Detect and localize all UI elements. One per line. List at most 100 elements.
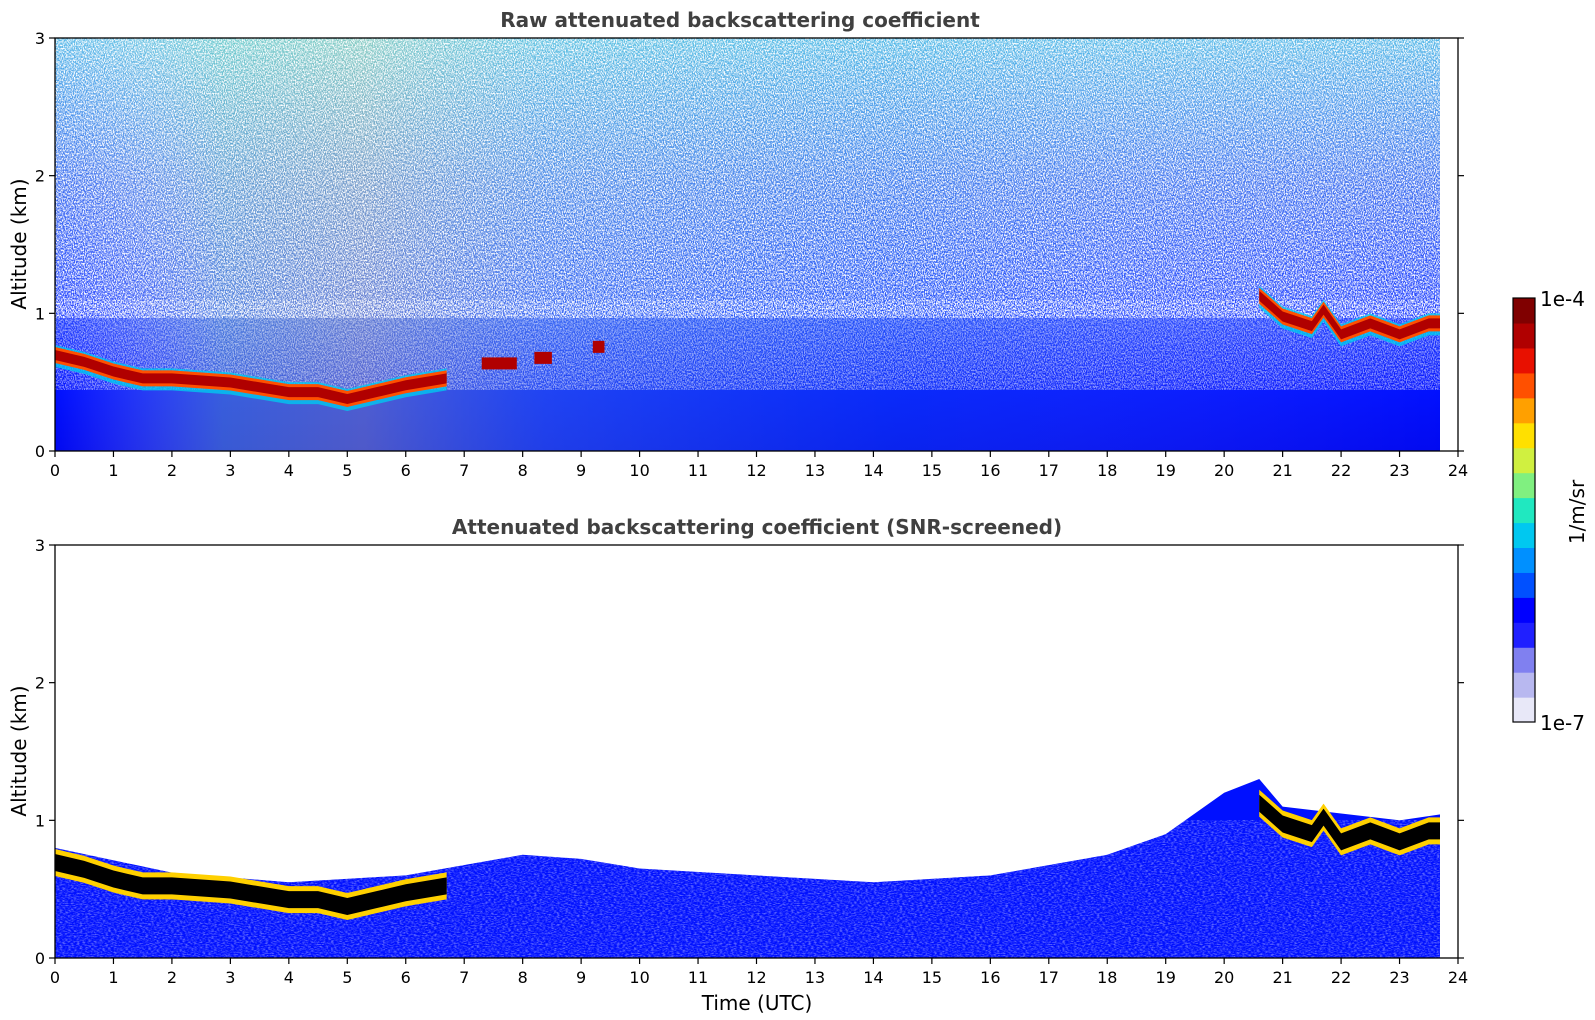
- x-tick: 15: [922, 958, 942, 987]
- x-tick-label: 19: [1156, 968, 1176, 987]
- x-tick-label: 20: [1214, 968, 1234, 987]
- colorbar-step: [1513, 622, 1535, 648]
- x-tick-label: 5: [342, 968, 352, 987]
- x-tick: 21: [1272, 451, 1293, 480]
- x-tick: 18: [1097, 451, 1117, 480]
- evening-layer: [1259, 290, 1447, 340]
- morning-layer-edge: [55, 346, 447, 408]
- x-tick: 0: [50, 451, 60, 480]
- x-tick-label: 10: [629, 968, 649, 987]
- colorbar-step: [1513, 322, 1535, 349]
- x-tick: 10: [629, 958, 650, 987]
- bottom-heatmap: [55, 545, 1458, 958]
- x-tick: 7: [459, 451, 469, 480]
- top-y-ticks: 0 1 2 3: [35, 29, 1464, 461]
- x-tick-label: 22: [1331, 968, 1351, 987]
- x-axis-label: Time (UTC): [701, 991, 813, 1015]
- x-tick-label: 20: [1214, 461, 1234, 480]
- x-tick: 19: [1156, 451, 1176, 480]
- x-tick-label: 3: [225, 968, 235, 987]
- colorbar-step: [1513, 347, 1535, 374]
- x-tick-label: 12: [746, 461, 766, 480]
- top-layer-band: [55, 285, 1447, 412]
- x-tick-label: 2: [167, 968, 177, 987]
- colorbar-step: [1513, 397, 1535, 424]
- x-tick-label: 7: [459, 968, 469, 987]
- x-tick: 6: [401, 451, 411, 480]
- colorbar-step: [1513, 672, 1535, 698]
- colorbar-step: [1513, 647, 1535, 673]
- x-tick-label: 2: [167, 461, 177, 480]
- x-tick-label: 11: [688, 968, 708, 987]
- y-tick-label: 3: [35, 29, 45, 48]
- x-tick-label: 3: [225, 461, 235, 480]
- colorbar-step: [1513, 697, 1535, 723]
- x-tick: 17: [1039, 451, 1059, 480]
- x-tick: 19: [1156, 958, 1176, 987]
- x-tick: 12: [746, 451, 767, 480]
- x-tick: 8: [518, 958, 528, 987]
- x-tick: 18: [1097, 958, 1117, 987]
- x-tick: 16: [980, 958, 1001, 987]
- top-heatmap: [55, 38, 1458, 451]
- x-tick: 16: [980, 451, 1001, 480]
- x-tick: 3: [225, 451, 235, 480]
- x-tick: 14: [863, 958, 884, 987]
- x-tick: 5: [342, 451, 352, 480]
- x-tick: 14: [863, 451, 884, 480]
- y-tick: 1: [35, 304, 1464, 323]
- x-tick: 2: [167, 451, 177, 480]
- x-tick-label: 1: [108, 968, 118, 987]
- x-tick: 17: [1039, 958, 1059, 987]
- colorbar-step: [1513, 447, 1535, 474]
- x-tick-label: 0: [50, 968, 60, 987]
- x-tick: 23: [1389, 958, 1410, 987]
- y-tick-label: 2: [35, 167, 45, 186]
- bottom-x-ticks: 0 1 2 3 4 5 6 7 8 9 10 11 12 13 14 15 16 17 18 19 20 21 22 23 24: [50, 958, 1468, 987]
- x-tick: 20: [1214, 451, 1234, 480]
- y-tick-label: 2: [35, 674, 45, 693]
- y-tick: 2: [35, 674, 1464, 693]
- morning-layer-screened: [55, 853, 447, 916]
- x-tick-label: 4: [284, 968, 294, 987]
- colorbar-step: [1513, 422, 1535, 449]
- x-tick: 10: [629, 451, 650, 480]
- x-tick-label: 24: [1448, 968, 1468, 987]
- x-tick: 1: [108, 958, 119, 987]
- x-tick-label: 1: [108, 461, 118, 480]
- colorbar-step: [1513, 497, 1535, 524]
- x-tick-label: 21: [1272, 968, 1292, 987]
- x-tick-label: 18: [1097, 968, 1117, 987]
- x-tick-label: 11: [688, 461, 708, 480]
- bottom-title: Attenuated backscattering coefficient (S…: [452, 515, 1062, 539]
- x-tick: 4: [284, 451, 294, 480]
- x-tick: 22: [1331, 451, 1351, 480]
- x-tick-label: 23: [1389, 461, 1409, 480]
- elevated-layer-fragment: [534, 351, 552, 364]
- x-tick-label: 15: [922, 968, 942, 987]
- y-tick: 3: [35, 29, 1464, 48]
- x-tick: 15: [922, 451, 942, 480]
- x-tick: 11: [688, 958, 708, 987]
- x-tick-label: 10: [629, 461, 649, 480]
- y-tick: 1: [35, 811, 1464, 830]
- x-tick-label: 18: [1097, 461, 1117, 480]
- panel-screened: Attenuated backscattering coefficient (S…: [7, 515, 1468, 1015]
- x-tick-label: 4: [284, 461, 294, 480]
- x-tick: 12: [746, 958, 767, 987]
- colorbar-step: [1513, 298, 1535, 324]
- x-tick-label: 0: [50, 461, 60, 480]
- top-x-ticks: 0 1 2 3 4 5 6 7 8 9 10 11 12 13 14 15 16 17 18 19 20 21 22 23 24: [50, 451, 1468, 480]
- x-tick: 0: [50, 958, 60, 987]
- x-tick: 2: [167, 958, 177, 987]
- y-tick: 2: [35, 167, 1464, 186]
- colorbar-step: [1513, 572, 1535, 598]
- y-tick-label: 3: [35, 536, 45, 555]
- x-tick-label: 14: [863, 968, 883, 987]
- x-tick-label: 6: [401, 461, 411, 480]
- x-tick-label: 21: [1272, 461, 1292, 480]
- y-tick-label: 0: [35, 949, 45, 968]
- x-tick-label: 24: [1448, 461, 1468, 480]
- colorbar-min-label: 1e-7: [1540, 711, 1585, 735]
